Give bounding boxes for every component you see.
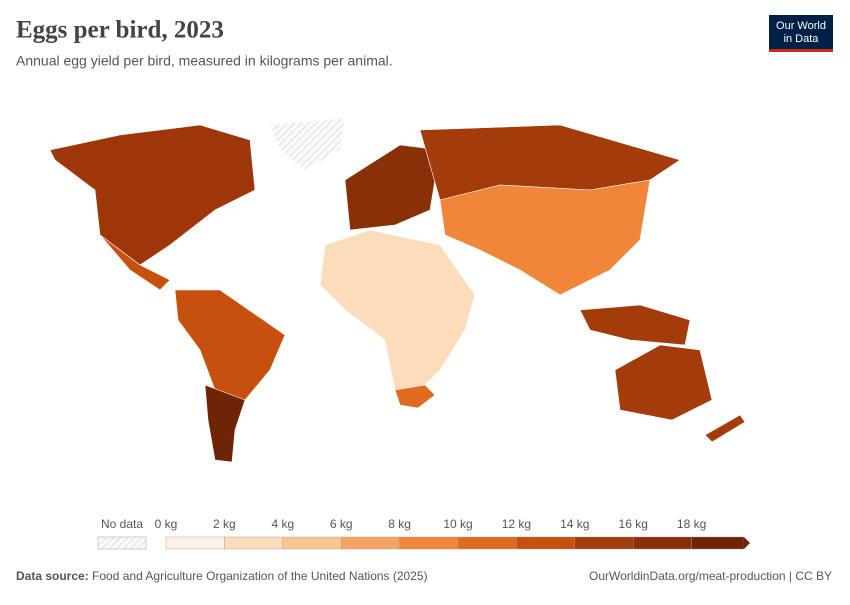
subtitle: Annual egg yield per bird, measured in k… [16,53,393,69]
source-label: Data source: [16,569,89,583]
title: Eggs per bird, 2023 [16,17,224,44]
no-data-label: No data [101,517,143,531]
source-text: Food and Agriculture Organization of the… [92,569,428,583]
source: Data source: Food and Agriculture Organi… [16,569,428,583]
south-america-south [204,384,246,463]
legend-bin [224,536,283,550]
legend-tick-label: 10 kg [443,517,472,531]
legend-tick-label: 4 kg [271,517,294,531]
southern-africa [394,384,436,409]
logo-box [769,15,833,51]
legend-bin [457,536,517,550]
south-america-north [174,289,286,401]
new-zealand [704,414,746,443]
southeast-asia [579,304,691,346]
legend-tick-label: 8 kg [388,517,411,531]
australia [614,344,713,421]
africa [319,229,476,391]
logo-text: in Data [784,33,820,45]
logo-text: Our World [776,20,826,32]
legend-bin [165,536,225,550]
legend-bin [516,536,576,550]
europe [344,144,441,231]
legend-bin [691,536,745,550]
credit[interactable]: OurWorldinData.org/meat-production | CC … [589,569,832,583]
central-america [99,234,171,291]
legend-tick-label: 16 kg [619,517,648,531]
legend-tick-label: 14 kg [560,517,589,531]
north-america [49,124,256,266]
greenland [269,117,346,171]
legend: No data 0 kg 2 kg 4 kg 6 kg 8 kg 10 kg 12 kg 14… [97,517,750,550]
logo[interactable]: Our World in Data [769,15,833,52]
legend-tick-label: 6 kg [330,517,353,531]
legend-tick-label: 2 kg [213,517,236,531]
south-asia [439,179,651,296]
legend-bin [341,536,400,550]
legend-arrow [744,537,750,549]
legend-bin [633,536,692,550]
legend-tick-label: 12 kg [502,517,531,531]
legend-tick-label: 18 kg [677,517,706,531]
legend-bin [282,536,342,550]
logo-bar [769,49,833,52]
legend-tick-label: 0 kg [155,517,178,531]
no-data-swatch [97,536,147,550]
legend-bin [399,536,459,550]
map [49,117,746,463]
legend-bin [574,536,634,550]
